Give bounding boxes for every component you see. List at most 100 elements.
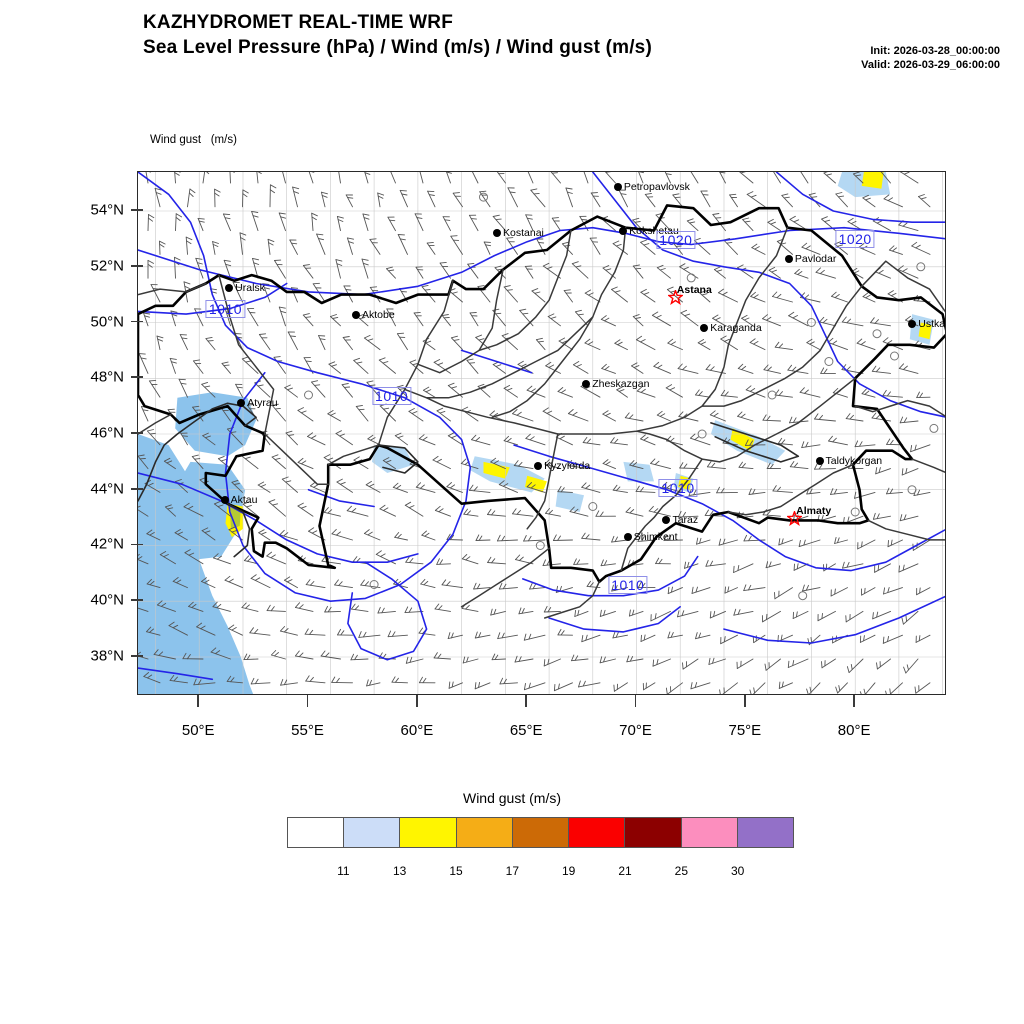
city-dot: [351, 310, 360, 319]
map-plot-area[interactable]: Petropavlovsk Kostanai Kokshetau Pavlodar Ur…: [137, 171, 946, 695]
colorbar-segment-3[interactable]: [456, 818, 513, 847]
lon-tick-label: 65°E: [509, 722, 543, 739]
isobar-label: 1020: [835, 229, 875, 248]
isobar-label: 1010: [658, 479, 698, 498]
city-label: Zheskazgan: [592, 378, 650, 391]
lat-label-wrap: 42°N: [0, 536, 124, 561]
lon-tick: [744, 695, 746, 707]
lat-label-wrap: 40°N: [0, 592, 124, 617]
city-label: Taldykorgan: [825, 455, 883, 468]
station-circle: [767, 390, 777, 400]
page-title: KAZHYDROMET REAL-TIME WRF: [143, 12, 454, 33]
city-label: Taraz: [672, 514, 699, 527]
station-circle: [798, 591, 808, 601]
station-circle: [850, 507, 860, 517]
colorbar-tick-label: 17: [505, 864, 520, 878]
field-wind-gust: Wind gust (m/s): [150, 134, 237, 146]
lat-tick: [131, 432, 143, 434]
map-graphics: [138, 172, 945, 694]
lat-tick: [131, 264, 143, 267]
colorbar-tick-label: 25: [674, 864, 689, 878]
lat-tick-label: 42°N: [90, 535, 124, 553]
lat-tick-label: 48°N: [90, 368, 124, 386]
isobars: [138, 172, 945, 681]
city-dot: [237, 398, 246, 407]
lat-label-wrap: 48°N: [0, 369, 124, 394]
station-circle: [806, 318, 816, 327]
station-circle: [686, 273, 696, 283]
colorbar-segment-5[interactable]: [569, 818, 626, 847]
lon-tick: [416, 695, 418, 707]
lon-tick: [634, 695, 637, 707]
station-circles: [304, 192, 939, 601]
colorbar-segment-0[interactable]: [288, 818, 345, 847]
colorbar-segment-6[interactable]: [625, 818, 682, 847]
station-circle: [535, 541, 545, 550]
colorbar-tick-label: 11: [337, 864, 350, 878]
lon-tick: [853, 695, 855, 707]
colorbar-tick-label: 21: [618, 864, 632, 878]
city-label: Shimkent: [633, 530, 678, 543]
colorbar-segment-4[interactable]: [512, 818, 570, 847]
lat-label-wrap: 46°N: [0, 425, 124, 450]
city-dot: [613, 182, 622, 191]
lat-tick-label: 50°N: [90, 313, 124, 330]
run-time-block: Init: 2026-03-28_00:00:00 Valid: 2026-03…: [770, 44, 1000, 72]
city-dot: [534, 462, 543, 471]
colorbar-tick-label: 19: [561, 864, 576, 878]
lat-label-wrap: 54°N: [0, 202, 124, 227]
city-label: Almaty: [796, 504, 832, 517]
lat-label-wrap: 44°N: [0, 480, 124, 506]
lat-tick-label: 52°N: [90, 257, 124, 275]
station-circle: [907, 485, 917, 495]
city-dot: [225, 284, 234, 293]
lon-tick: [306, 695, 309, 707]
lat-tick: [131, 487, 143, 490]
lat-tick: [131, 543, 143, 546]
gust-shading: [138, 172, 934, 694]
city-dot: [700, 324, 709, 333]
lat-tick: [131, 209, 143, 211]
colorbar-tick-label: 30: [730, 864, 745, 878]
lat-tick: [131, 376, 143, 379]
isobar-label: 1010: [205, 299, 246, 318]
lon-tick-label: 50°E: [181, 722, 215, 739]
station-circle: [304, 390, 313, 400]
colorbar-segment-8[interactable]: [737, 818, 793, 847]
lat-tick: [131, 599, 143, 602]
lon-tick-label: 55°E: [291, 722, 324, 739]
oblast-boundaries: [218, 226, 863, 572]
city-dot: [908, 319, 917, 328]
city-label: Aktobe: [361, 308, 395, 321]
station-circle: [588, 502, 598, 511]
city-label: Kokshetau: [629, 225, 679, 238]
isobar-label: 1010: [372, 387, 412, 406]
city-label: Ustkamen: [918, 317, 946, 330]
city-label: Kyzylorda: [544, 460, 591, 473]
station-circle: [824, 357, 834, 366]
city-label: Petropavlovsk: [623, 180, 690, 193]
colorbar-segment-2[interactable]: [400, 818, 457, 847]
city-dot: [784, 254, 793, 263]
station-circle: [916, 262, 926, 272]
lat-label-wrap: 50°N: [0, 313, 124, 339]
city-label: Karaganda: [710, 322, 762, 335]
lat-tick-label: 46°N: [90, 424, 124, 442]
city-label: Uralsk: [235, 282, 265, 295]
station-circle: [697, 429, 707, 439]
wind-gust-colorbar[interactable]: [287, 817, 794, 848]
lat-tick: [131, 320, 143, 323]
graticule: [138, 172, 945, 694]
lat-tick-label: 38°N: [90, 647, 124, 665]
neighbour-borders: [138, 260, 945, 619]
colorbar-segment-1[interactable]: [344, 818, 401, 847]
city-dot: [815, 457, 824, 466]
station-circle: [479, 192, 488, 202]
station-circle: [929, 423, 939, 433]
lat-label-wrap: 38°N: [0, 647, 124, 673]
lon-tick: [525, 695, 527, 707]
city-label: Astana: [676, 283, 712, 296]
isobar-label: 1020: [656, 231, 696, 250]
colorbar-segment-7[interactable]: [681, 818, 738, 847]
